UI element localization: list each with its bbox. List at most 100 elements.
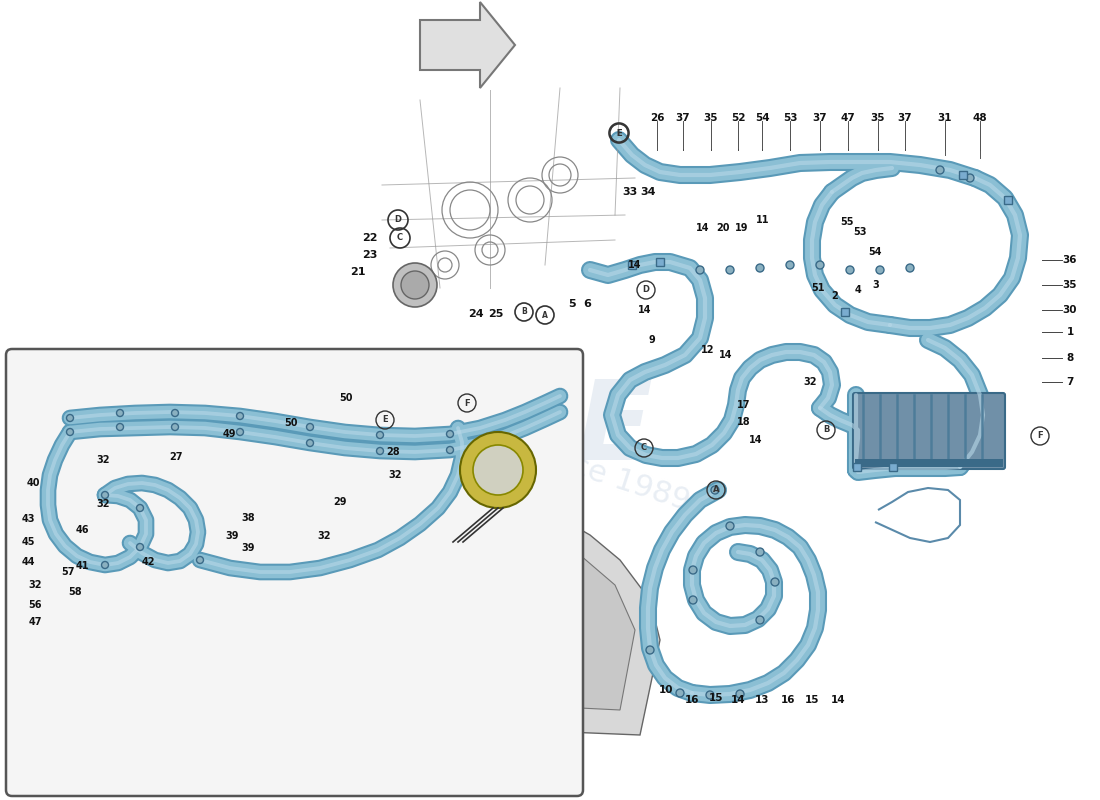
Text: 54: 54 [755,113,769,123]
Text: C: C [641,443,647,453]
Text: 40: 40 [26,478,40,488]
Bar [1004,196,1012,204]
Bar [852,463,861,471]
Text: 58: 58 [68,587,81,597]
Text: a passion for parts since 1989: a passion for parts since 1989 [246,346,694,516]
Circle shape [101,491,109,498]
Circle shape [447,446,453,454]
Text: C: C [397,234,403,242]
Circle shape [447,430,453,438]
Text: 12: 12 [702,345,715,355]
Circle shape [473,445,522,495]
Text: 18: 18 [737,417,751,427]
Text: ERiGSE: ERiGSE [207,377,653,483]
Text: 32: 32 [97,455,110,465]
Text: 42: 42 [141,557,155,567]
Text: 36: 36 [1063,255,1077,265]
Polygon shape [362,478,660,735]
Circle shape [101,562,109,569]
Text: 7: 7 [1066,377,1074,387]
Text: 3: 3 [872,280,879,290]
Text: 43: 43 [21,514,35,524]
Circle shape [846,266,854,274]
Text: 33: 33 [623,187,638,197]
Text: 35: 35 [871,113,886,123]
Circle shape [756,616,764,624]
Bar [889,463,896,471]
Circle shape [786,261,794,269]
Text: 45: 45 [21,537,35,547]
Text: 19: 19 [735,223,749,233]
Circle shape [136,543,143,550]
Bar [959,171,967,179]
Text: 48: 48 [972,113,988,123]
Text: 8: 8 [1066,353,1074,363]
Circle shape [906,264,914,272]
Text: 24: 24 [469,309,484,319]
Circle shape [696,266,704,274]
Circle shape [402,271,429,299]
Circle shape [117,423,123,430]
Bar [855,459,1003,467]
Circle shape [172,423,178,430]
Text: E: E [616,129,622,138]
Bar [656,258,664,266]
FancyBboxPatch shape [6,349,583,796]
Bar [842,308,849,316]
Circle shape [117,410,123,417]
Text: 32: 32 [388,470,401,480]
Text: 21: 21 [350,267,365,277]
Text: 35: 35 [1063,280,1077,290]
Circle shape [711,486,719,494]
Text: 52: 52 [730,113,746,123]
Circle shape [393,263,437,307]
Circle shape [376,447,384,454]
Text: 50: 50 [284,418,298,428]
Circle shape [756,548,764,556]
Text: A: A [542,310,548,319]
Text: 32: 32 [97,499,110,509]
Circle shape [307,423,314,430]
Circle shape [172,410,178,417]
Circle shape [771,578,779,586]
Circle shape [307,439,314,446]
Text: 47: 47 [840,113,856,123]
Circle shape [726,522,734,530]
Circle shape [66,429,74,435]
Text: E: E [382,415,388,425]
Polygon shape [382,510,635,710]
Circle shape [689,566,697,574]
Circle shape [676,689,684,697]
Text: 11: 11 [757,215,770,225]
Text: 32: 32 [317,531,331,541]
Text: 23: 23 [362,250,377,260]
Text: D: D [642,286,649,294]
Text: 39: 39 [226,531,239,541]
Text: 14: 14 [730,695,746,705]
Circle shape [236,429,243,435]
Text: 28: 28 [386,447,399,457]
Text: A: A [713,486,719,494]
Text: 17: 17 [737,400,750,410]
Text: 56: 56 [29,600,42,610]
Text: 16: 16 [781,695,795,705]
Text: 49: 49 [222,429,235,439]
Text: 15: 15 [805,695,820,705]
Circle shape [736,690,744,698]
Text: 14: 14 [696,223,710,233]
Text: 14: 14 [638,305,651,315]
Text: 57: 57 [62,567,75,577]
Text: 15: 15 [708,693,724,703]
Text: 44: 44 [21,557,35,567]
Text: D: D [395,215,402,225]
Text: 20: 20 [716,223,729,233]
Text: 29: 29 [333,497,346,507]
Text: 37: 37 [675,113,691,123]
Text: B: B [521,307,527,317]
Circle shape [376,431,384,438]
Text: 37: 37 [813,113,827,123]
Text: 38: 38 [241,513,255,523]
Text: 47: 47 [29,617,42,627]
Text: 14: 14 [719,350,733,360]
Text: 32: 32 [29,580,42,590]
